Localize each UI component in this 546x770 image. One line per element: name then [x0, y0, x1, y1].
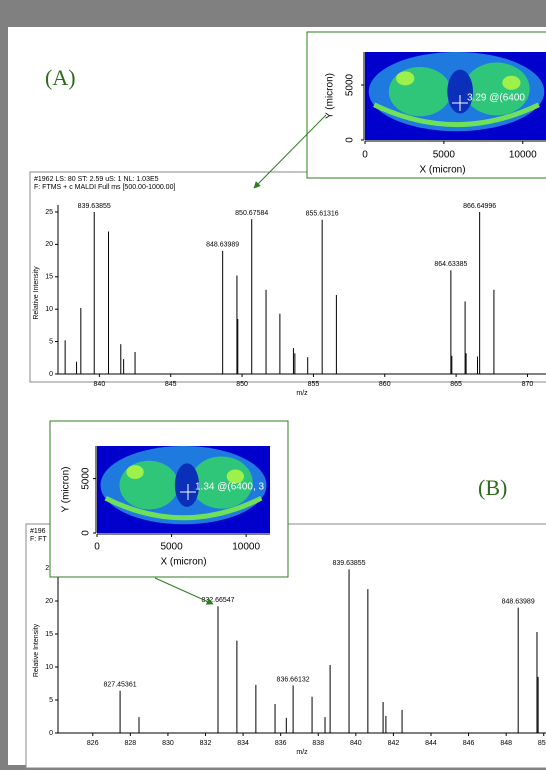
- inset-x-tick-label: 10000: [232, 542, 260, 553]
- x-tick-label: 850: [538, 740, 546, 747]
- inset-y-tick-label: 0: [345, 137, 356, 143]
- x-tick-label: 844: [425, 740, 437, 747]
- inset-y-tick-label: 5000: [81, 467, 92, 490]
- peak-label: 839.63855: [332, 560, 365, 567]
- x-tick-label: 836: [275, 740, 287, 747]
- x-tick-label: 828: [125, 740, 137, 747]
- x-tick-label: 848: [500, 740, 512, 747]
- inset-y-tick-label: 5000: [345, 73, 356, 96]
- hot-spot: [502, 76, 520, 90]
- figure: #1962 LS: 80 ST: 2.59 uS: 1 NL: 1.03E5F:…: [0, 0, 546, 770]
- x-tick-label: 840: [94, 381, 106, 388]
- peak-label: 848.63989: [502, 598, 535, 605]
- peak-label: 827.45361: [104, 682, 137, 689]
- peak-label: 850.67584: [235, 210, 268, 217]
- hot-spot: [126, 465, 143, 479]
- x-tick-label: 845: [165, 381, 177, 388]
- panel-label: (B): [478, 475, 507, 500]
- x-tick-label: 840: [350, 740, 362, 747]
- hot-spot: [396, 71, 414, 85]
- inset-y-tick-label: 0: [81, 530, 92, 536]
- peak-label: 848.63989: [206, 242, 239, 249]
- inset-x-tick-label: 5000: [160, 542, 183, 553]
- y-tick-label: 0: [49, 371, 53, 378]
- y-axis-label: Relative Intensity: [33, 623, 40, 677]
- y-tick-label: 15: [45, 274, 53, 281]
- y-tick-label: 0: [49, 730, 53, 737]
- inset-x-tick-label: 0: [362, 150, 368, 161]
- spectrum-header: #196: [30, 528, 46, 535]
- inset-x-label: X (micron): [160, 557, 206, 568]
- x-tick-label: 855: [308, 381, 320, 388]
- x-tick-label: 860: [379, 381, 391, 388]
- y-tick-label: 5: [49, 697, 53, 704]
- y-tick-label: 10: [45, 306, 53, 313]
- y-tick-label: 25: [45, 209, 53, 216]
- peak-label: 855.61316: [306, 211, 339, 218]
- x-tick-label: 846: [463, 740, 475, 747]
- x-tick-label: 834: [237, 740, 249, 747]
- x-tick-label: 830: [162, 740, 174, 747]
- x-axis-label: m/z: [296, 390, 308, 397]
- spectrum-subheader: F: FT: [30, 536, 47, 543]
- peak-label: 866.64996: [463, 203, 496, 210]
- peak-label: 864.63385: [434, 261, 467, 268]
- x-axis-label: m/z: [296, 749, 308, 756]
- tissue-core: [464, 63, 530, 116]
- y-axis-label: Relative Intensity: [33, 266, 40, 320]
- pixel-readout: 1.34 @(6400, 3: [195, 482, 265, 493]
- x-tick-label: 842: [388, 740, 400, 747]
- inset-x-label: X (micron): [419, 165, 465, 176]
- inset-x-tick-label: 5000: [433, 150, 456, 161]
- panel-label: (A): [45, 65, 76, 90]
- y-tick-label: 20: [45, 241, 53, 248]
- peak-label: 836.66132: [277, 676, 310, 683]
- pixel-readout: 3.29 @(6400: [467, 93, 525, 104]
- inset-y-label: Y (micron): [325, 73, 336, 119]
- x-tick-label: 850: [236, 381, 248, 388]
- inset-x-tick-label: 0: [94, 542, 100, 553]
- inset: 0 5000 10000 0 5000 X (micron) Y (micron) 1.34 …: [50, 421, 288, 604]
- inset-x-tick-label: 10000: [509, 150, 537, 161]
- spectrum-header: #1962 LS: 80 ST: 2.59 uS: 1 NL: 1.03E5: [34, 176, 159, 183]
- peak-label: 839.63855: [78, 203, 111, 210]
- y-tick-label: 10: [45, 664, 53, 671]
- spectrum-subheader: F: FTMS + c MALDI Full ms [500.00-1000.0…: [34, 184, 175, 191]
- y-tick-label: 15: [45, 631, 53, 638]
- x-tick-label: 865: [450, 381, 462, 388]
- x-tick-label: 870: [522, 381, 534, 388]
- y-tick-label: 5: [49, 338, 53, 345]
- x-tick-label: 832: [200, 740, 212, 747]
- x-tick-label: 838: [312, 740, 324, 747]
- y-tick-label: 20: [45, 598, 53, 605]
- inset-y-label: Y (micron): [61, 467, 72, 513]
- x-tick-label: 826: [87, 740, 99, 747]
